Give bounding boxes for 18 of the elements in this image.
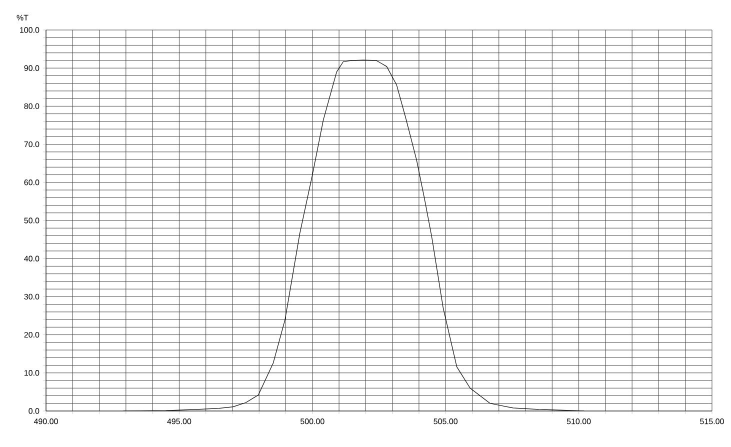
y-tick-label: 0.0 [28, 408, 40, 414]
y-axis-title: %T [16, 14, 28, 20]
y-tick-label: 60.0 [24, 180, 40, 186]
y-tick-label: 80.0 [24, 103, 40, 110]
x-tick-label: 505.00 [434, 418, 458, 424]
y-tick-label: 10.0 [24, 370, 40, 376]
x-tick-label: 510.00 [566, 418, 591, 424]
y-tick-label: 100.0 [20, 27, 40, 33]
y-tick-label: 40.0 [24, 256, 40, 262]
x-tick-label: 495.00 [167, 418, 192, 424]
y-tick-label: 20.0 [24, 332, 40, 338]
x-tick-label: 490.00 [34, 418, 58, 424]
y-tick-label: 90.0 [24, 65, 40, 71]
y-tick-label: 30.0 [24, 294, 40, 300]
y-tick-label: 70.0 [24, 141, 40, 148]
x-tick-label: 500.00 [300, 418, 324, 424]
y-tick-label: 50.0 [24, 218, 40, 224]
x-tick-label: 515.00 [700, 418, 724, 424]
